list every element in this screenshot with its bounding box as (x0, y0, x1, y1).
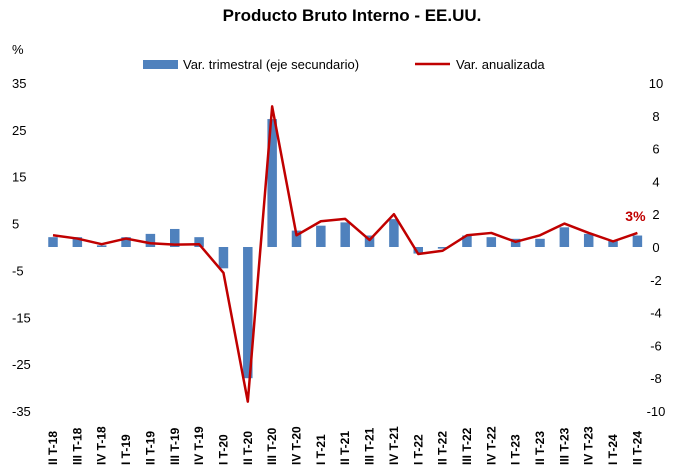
category-label: I T-24 (606, 434, 620, 465)
category-axis: II T-18 III T-18 IV T-18 I T-19 II T-19 III T… (46, 426, 644, 465)
bar-i-t-21 (316, 225, 326, 247)
right-tick-label: -8 (650, 371, 662, 386)
left-axis-unit: % (12, 42, 24, 57)
bar-iii-t-20 (267, 119, 277, 247)
legend: Var. trimestral (eje secundario) Var. an… (143, 57, 545, 72)
left-tick-label: 25 (12, 123, 26, 138)
legend-bar-label: Var. trimestral (eje secundario) (183, 57, 359, 72)
category-label: III T-22 (460, 427, 474, 465)
left-tick-label: 5 (12, 217, 19, 232)
left-axis: 35 25 15 5 -5 -15 -25 -35 (12, 76, 31, 419)
line-annualized (52, 105, 638, 403)
bar-series (48, 119, 643, 379)
category-label: III T-18 (70, 427, 84, 465)
right-tick-label: 8 (652, 109, 659, 124)
bar-i-t-22 (413, 247, 423, 254)
category-label: I T-19 (119, 434, 133, 465)
bar-ii-t-18 (48, 237, 58, 247)
category-label: IV T-22 (484, 426, 498, 465)
category-label: II T-23 (533, 431, 547, 465)
category-label: I T-21 (314, 434, 328, 465)
right-axis: 10 8 6 4 2 0 -2 -4 -6 -8 -10 (647, 76, 666, 419)
bar-iv-t-21 (389, 219, 399, 247)
category-label: II T-19 (143, 431, 157, 465)
bar-ii-t-22 (437, 247, 448, 249)
bar-iii-t-21 (364, 235, 375, 247)
category-label: I T-20 (216, 434, 230, 465)
category-label: I T-22 (411, 434, 425, 465)
bar-ii-t-20 (243, 247, 253, 379)
annotation-label: 3% (625, 208, 646, 224)
bar-iv-t-22 (486, 237, 497, 247)
bar-ii-t-21 (340, 222, 350, 247)
category-label: III T-19 (168, 427, 182, 465)
bar-iv-t-20 (291, 230, 302, 247)
category-label: III T-21 (363, 427, 377, 465)
left-tick-label: -35 (12, 404, 31, 419)
bar-ii-t-24 (632, 235, 643, 247)
bar-iv-t-18 (96, 245, 107, 247)
category-label: II T-24 (630, 431, 644, 465)
left-tick-label: -25 (12, 357, 31, 372)
category-label: IV T-19 (192, 426, 206, 465)
bar-iv-t-19 (194, 237, 204, 247)
legend-bar-swatch (143, 60, 178, 69)
bar-i-t-24 (608, 240, 618, 247)
left-tick-label: -5 (12, 263, 24, 278)
category-label: IV T-21 (387, 426, 401, 465)
right-tick-label: 10 (649, 76, 663, 91)
bar-i-t-19 (121, 237, 131, 247)
bar-iii-t-22 (462, 235, 472, 247)
category-label: II T-20 (241, 431, 255, 465)
right-tick-label: 2 (652, 207, 659, 222)
bar-iv-t-23 (583, 233, 594, 247)
category-label: IV T-18 (95, 426, 109, 465)
right-tick-label: 6 (652, 142, 659, 157)
right-tick-label: -10 (647, 404, 666, 419)
right-tick-label: 4 (652, 174, 659, 189)
left-tick-label: -15 (12, 310, 31, 325)
legend-line-label: Var. anualizada (456, 57, 545, 72)
bar-iii-t-18 (72, 237, 83, 247)
line-series (52, 105, 638, 403)
category-label: IV T-20 (290, 426, 304, 465)
bar-iii-t-19 (170, 228, 180, 247)
right-tick-label: -2 (650, 273, 662, 288)
category-label: II T-21 (338, 431, 352, 465)
right-tick-label: 0 (652, 240, 659, 255)
right-tick-label: -6 (650, 338, 662, 353)
category-label: I T-23 (509, 434, 523, 465)
left-tick-label: 35 (12, 76, 26, 91)
left-tick-label: 15 (12, 170, 26, 185)
category-label: II T-18 (46, 431, 60, 465)
category-label: III T-23 (557, 427, 571, 465)
right-tick-label: -4 (650, 306, 662, 321)
category-label: III T-20 (265, 427, 279, 465)
category-label: IV T-23 (582, 426, 596, 465)
bar-ii-t-23 (535, 238, 545, 247)
category-label: II T-22 (436, 431, 450, 465)
bar-iii-t-23 (559, 227, 570, 247)
bar-ii-t-19 (145, 233, 156, 247)
bar-i-t-20 (218, 247, 229, 269)
chart-title: Producto Bruto Interno - EE.UU. (223, 6, 482, 25)
